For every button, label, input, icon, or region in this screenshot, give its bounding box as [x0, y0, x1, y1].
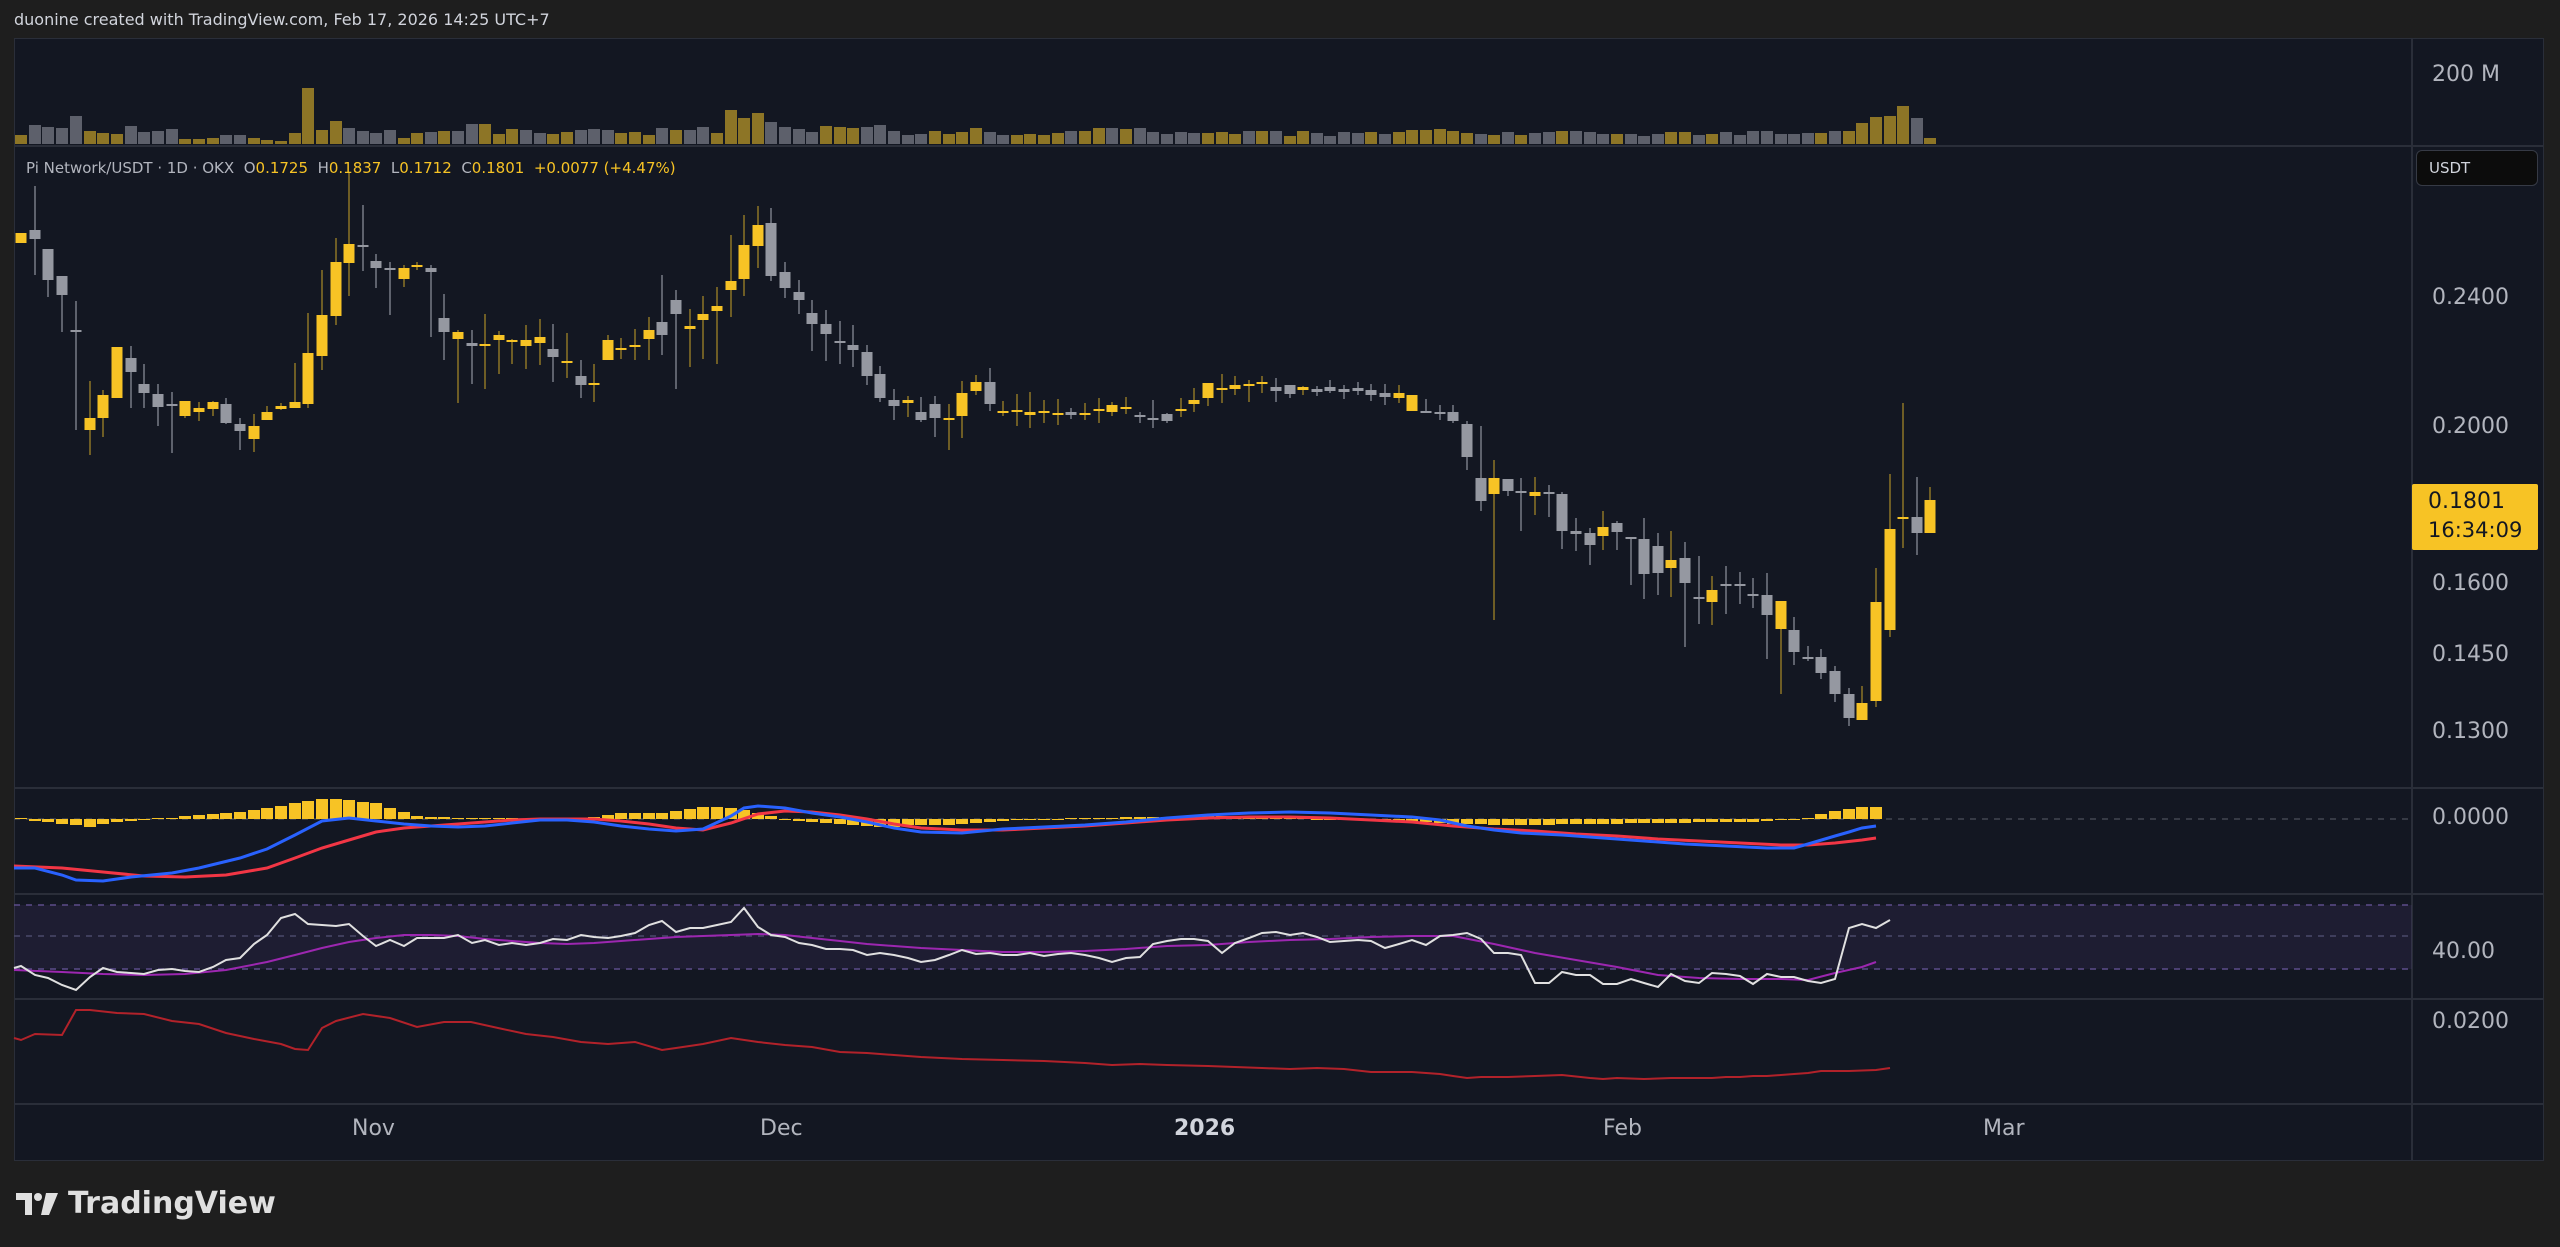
price-label: 0.2400: [2432, 285, 2509, 310]
current-price-tag: 0.1801 16:34:09: [2412, 484, 2538, 550]
price-label: 0.1300: [2432, 719, 2509, 744]
time-label-nov: Nov: [352, 1116, 395, 1141]
volume-axis-label: 200 M: [2432, 62, 2500, 87]
rsi-band: [14, 904, 2412, 970]
currency-button[interactable]: USDT: [2416, 150, 2538, 186]
macd-signal-line: [13, 809, 1877, 879]
open-value: 0.1725: [255, 159, 309, 177]
change-value: +0.0077 (+4.47%): [533, 159, 676, 177]
symbol-name: Pi Network/USDT · 1D · OKX: [26, 159, 235, 177]
brand-name: TradingView: [68, 1186, 276, 1221]
macd-line: [14, 804, 1877, 883]
tradingview-logo[interactable]: TradingView: [16, 1186, 276, 1221]
indicator-axis-label: 0.0200: [2432, 1009, 2509, 1034]
rsi-line: [13, 906, 1891, 992]
symbol-legend: Pi Network/USDT · 1D · OKX O0.1725 H0.18…: [26, 159, 676, 177]
close-value: 0.1801: [471, 159, 525, 177]
time-label-2026: 2026: [1174, 1116, 1236, 1141]
current-price: 0.1801: [2428, 489, 2505, 514]
time-label-feb: Feb: [1603, 1116, 1642, 1141]
volume-bars: [15, 88, 1936, 144]
attribution-text: duonine created with TradingView.com, Fe…: [14, 10, 550, 29]
chart-frame[interactable]: [14, 38, 2544, 1161]
macd-axis-label: 0.0000: [2432, 805, 2509, 830]
rsi-ma-line: [13, 932, 1877, 982]
tradingview-logo-icon: [16, 1192, 58, 1215]
price-label: 0.2000: [2432, 414, 2509, 439]
indicator-line: [13, 1009, 1891, 1081]
pane-dividers: [14, 38, 2544, 1160]
low-value: 0.1712: [399, 159, 452, 177]
price-label: 0.1600: [2432, 571, 2509, 596]
rsi-axis-label: 40.00: [2432, 939, 2495, 964]
time-label-dec: Dec: [760, 1116, 803, 1141]
bar-countdown: 16:34:09: [2428, 518, 2523, 542]
candlesticks: [15, 172, 1936, 726]
time-label-mar: Mar: [1983, 1116, 2025, 1141]
high-value: 0.1837: [328, 159, 382, 177]
price-label: 0.1450: [2432, 642, 2509, 667]
macd-histogram: [15, 799, 1882, 827]
